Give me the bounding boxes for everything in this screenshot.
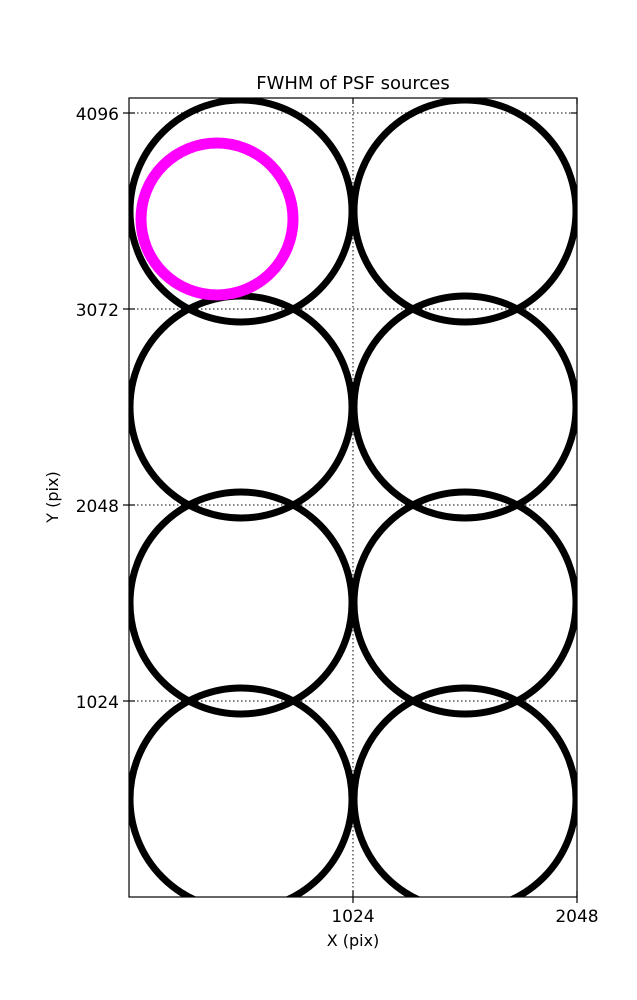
- psf-circle: [350, 488, 577, 718]
- ytick-label-3072: 3072: [76, 301, 119, 321]
- reference-fwhm-circle: [135, 137, 299, 301]
- psf-source-circles: [129, 98, 577, 897]
- psf-circle: [350, 98, 577, 326]
- ytick-label-4096: 4096: [76, 105, 119, 125]
- psf-circle: [350, 684, 577, 897]
- xtick-label-2048: 2048: [555, 907, 598, 927]
- x-axis-label: X (pix): [327, 931, 380, 950]
- psf-circle: [350, 292, 577, 522]
- chart-title: FWHM of PSF sources: [256, 73, 450, 94]
- xtick-label-1024: 1024: [331, 907, 374, 927]
- tick-marks: [123, 98, 578, 903]
- ytick-label-2048: 2048: [76, 497, 119, 517]
- reference-fwhm-circle-group: [135, 137, 299, 301]
- y-axis-label: Y (pix): [43, 471, 62, 523]
- ytick-label-1024: 1024: [76, 693, 119, 713]
